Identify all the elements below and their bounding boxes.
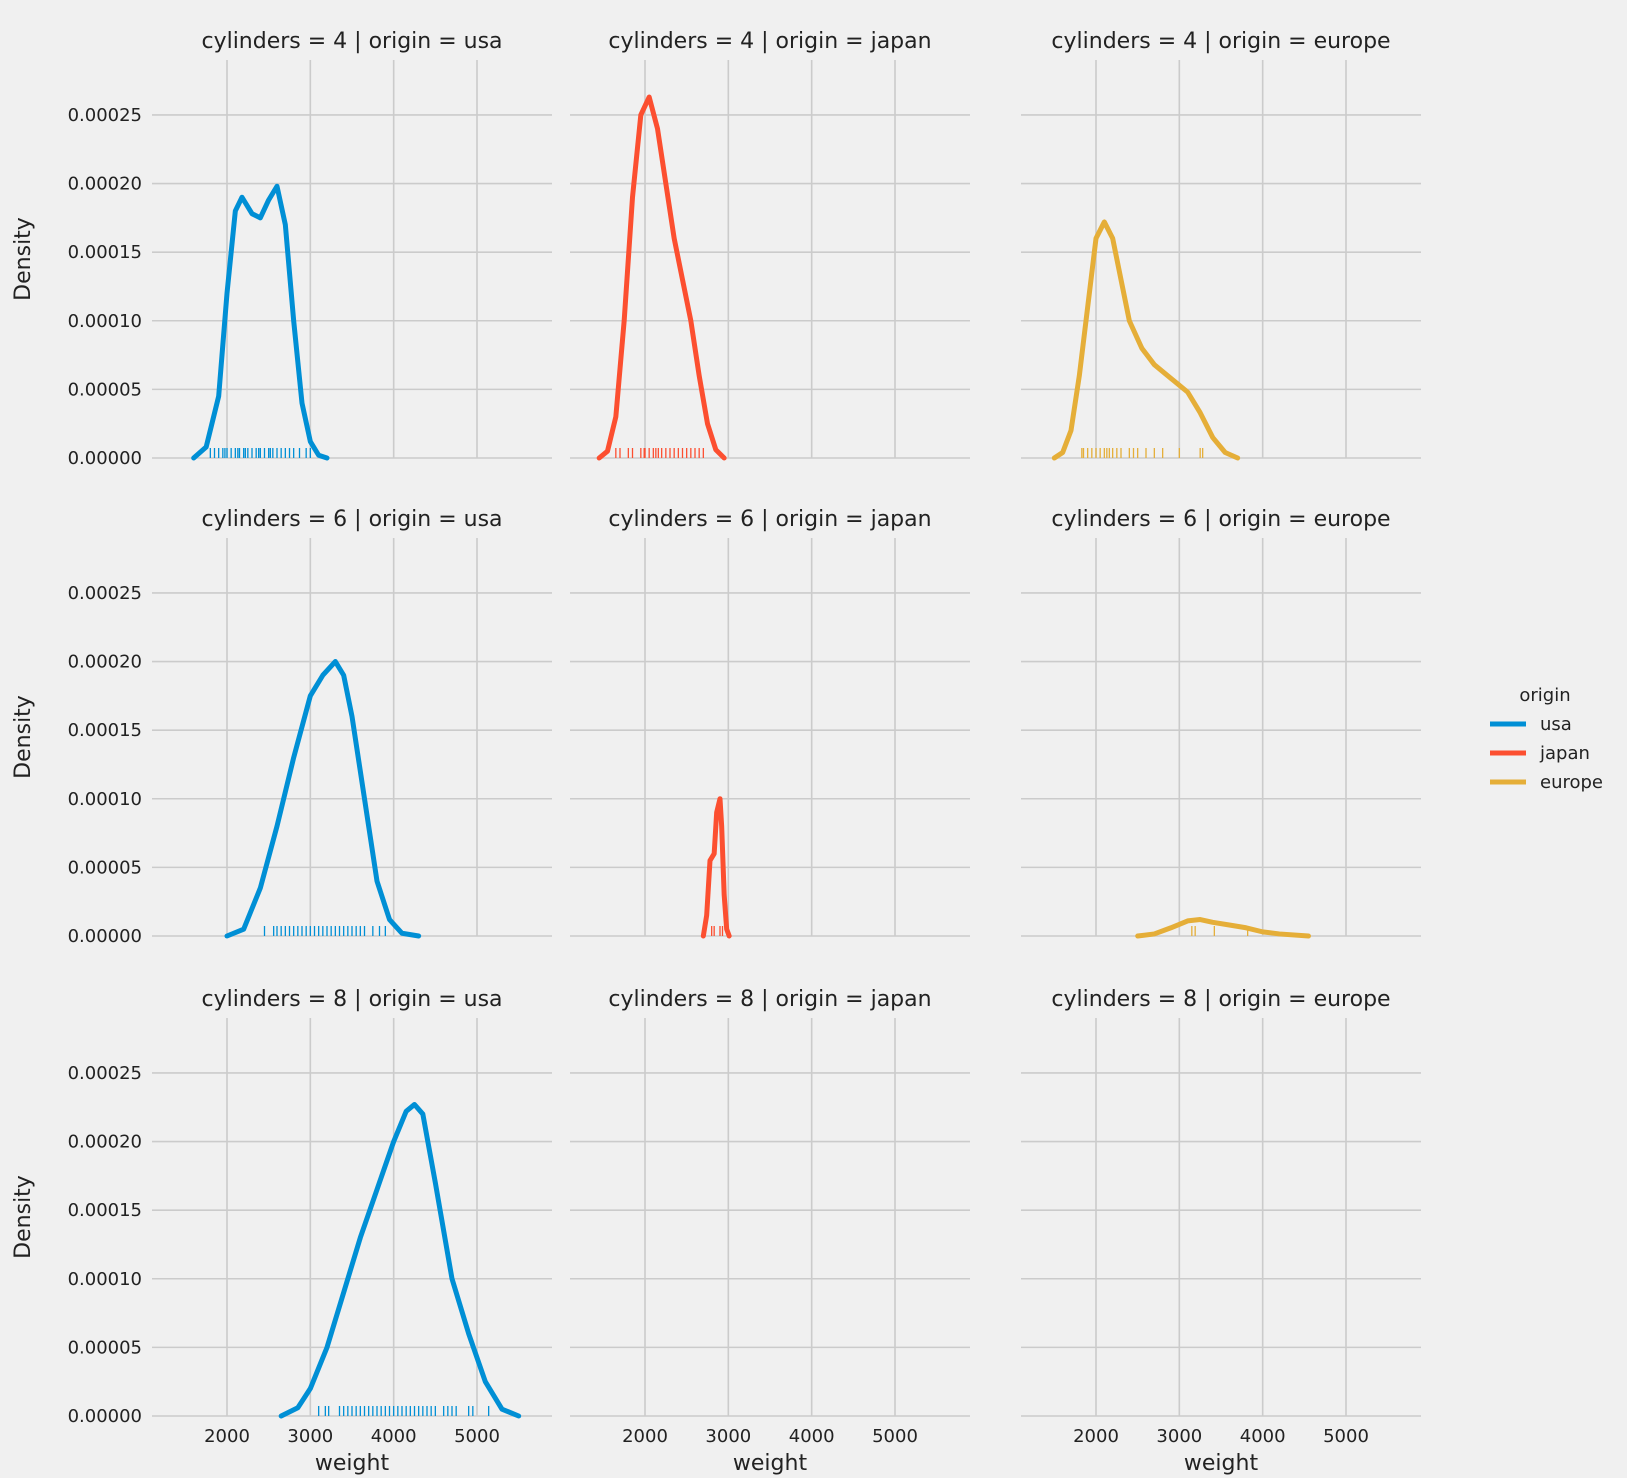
kde-line [1135, 917, 1311, 939]
y-tick-label: 0.00020 [68, 174, 142, 195]
facet-title: cylinders = 4 | origin = europe [1051, 29, 1390, 54]
legend-label: europe [1540, 772, 1603, 793]
x-tick-label: 4000 [371, 1426, 417, 1447]
y-tick-label: 0.00025 [68, 1063, 142, 1084]
y-axis-label: Density [11, 695, 36, 779]
y-axis-label: Density [11, 217, 36, 301]
x-tick-label: 5000 [1323, 1426, 1369, 1447]
x-tick-label: 3000 [1156, 1426, 1202, 1447]
facet-panel: cylinders = 6 | origin = europe [1021, 507, 1421, 939]
x-axis-label: weight [733, 1451, 808, 1476]
kde-line [596, 94, 727, 461]
facet-title: cylinders = 8 | origin = usa [201, 987, 502, 1012]
facet-panel: cylinders = 4 | origin = japan [570, 29, 970, 461]
kde-line [278, 1101, 522, 1419]
facet-panel: cylinders = 8 | origin = usa 0.00000 0.000… [11, 987, 552, 1476]
y-axis-label: Density [11, 1175, 36, 1259]
y-tick-label: 0.00015 [68, 242, 142, 263]
x-tick-label: 4000 [1240, 1426, 1286, 1447]
legend-entries: usa japan europe [1490, 714, 1603, 793]
legend: origin usa japan europe [1490, 685, 1603, 793]
facet-panels: cylinders = 4 | origin = usa 0.00000 0.000… [11, 29, 1421, 1476]
y-tick-label: 0.00005 [68, 857, 142, 878]
y-tick-label: 0.00000 [68, 1406, 142, 1427]
x-tick-label: 5000 [872, 1426, 918, 1447]
facet-panel: cylinders = 6 | origin = usa 0.00000 0.000… [11, 507, 552, 947]
facet-title: cylinders = 4 | origin = usa [201, 29, 502, 54]
y-tick-label: 0.00020 [68, 652, 142, 673]
y-tick-label: 0.00015 [68, 1200, 142, 1221]
y-tick-label: 0.00010 [68, 1269, 142, 1290]
y-tick-label: 0.00005 [68, 379, 142, 400]
legend-label: japan [1539, 743, 1590, 764]
kde-line [1051, 219, 1241, 461]
facet-title: cylinders = 4 | origin = japan [608, 29, 931, 54]
facet-title: cylinders = 6 | origin = japan [608, 507, 931, 532]
x-tick-label: 3000 [705, 1426, 751, 1447]
x-tick-label: 4000 [789, 1426, 835, 1447]
x-tick-label: 3000 [287, 1426, 333, 1447]
x-tick-label: 2000 [622, 1426, 668, 1447]
y-tick-label: 0.00005 [68, 1337, 142, 1358]
x-tick-label: 2000 [1073, 1426, 1119, 1447]
y-tick-label: 0.00000 [68, 926, 142, 947]
kde-line [224, 659, 422, 939]
y-tick-label: 0.00010 [68, 311, 142, 332]
y-tick-label: 0.00015 [68, 720, 142, 741]
x-axis-label: weight [315, 1451, 390, 1476]
facet-panel: cylinders = 8 | origin = europe 2000 3000 4… [1021, 987, 1421, 1476]
facet-title: cylinders = 8 | origin = japan [608, 987, 931, 1012]
x-tick-label: 2000 [204, 1426, 250, 1447]
legend-label: usa [1540, 714, 1572, 735]
y-tick-label: 0.00000 [68, 448, 142, 469]
kde-line [700, 796, 732, 939]
y-tick-label: 0.00025 [68, 583, 142, 604]
facet-panel: cylinders = 8 | origin = japan 2000 3000 40… [570, 987, 970, 1476]
kde-line [191, 183, 330, 461]
x-axis-label: weight [1184, 1451, 1259, 1476]
x-tick-label: 5000 [454, 1426, 500, 1447]
facet-panel: cylinders = 6 | origin = japan [570, 507, 970, 939]
y-tick-label: 0.00010 [68, 789, 142, 810]
y-tick-label: 0.00020 [68, 1132, 142, 1153]
y-tick-label: 0.00025 [68, 105, 142, 126]
facet-panel: cylinders = 4 | origin = europe [1021, 29, 1421, 461]
facet-title: cylinders = 8 | origin = europe [1051, 987, 1390, 1012]
legend-title: origin [1519, 685, 1570, 706]
facet-title: cylinders = 6 | origin = usa [201, 507, 502, 532]
facet-panel: cylinders = 4 | origin = usa 0.00000 0.000… [11, 29, 552, 469]
facet-title: cylinders = 6 | origin = europe [1051, 507, 1390, 532]
